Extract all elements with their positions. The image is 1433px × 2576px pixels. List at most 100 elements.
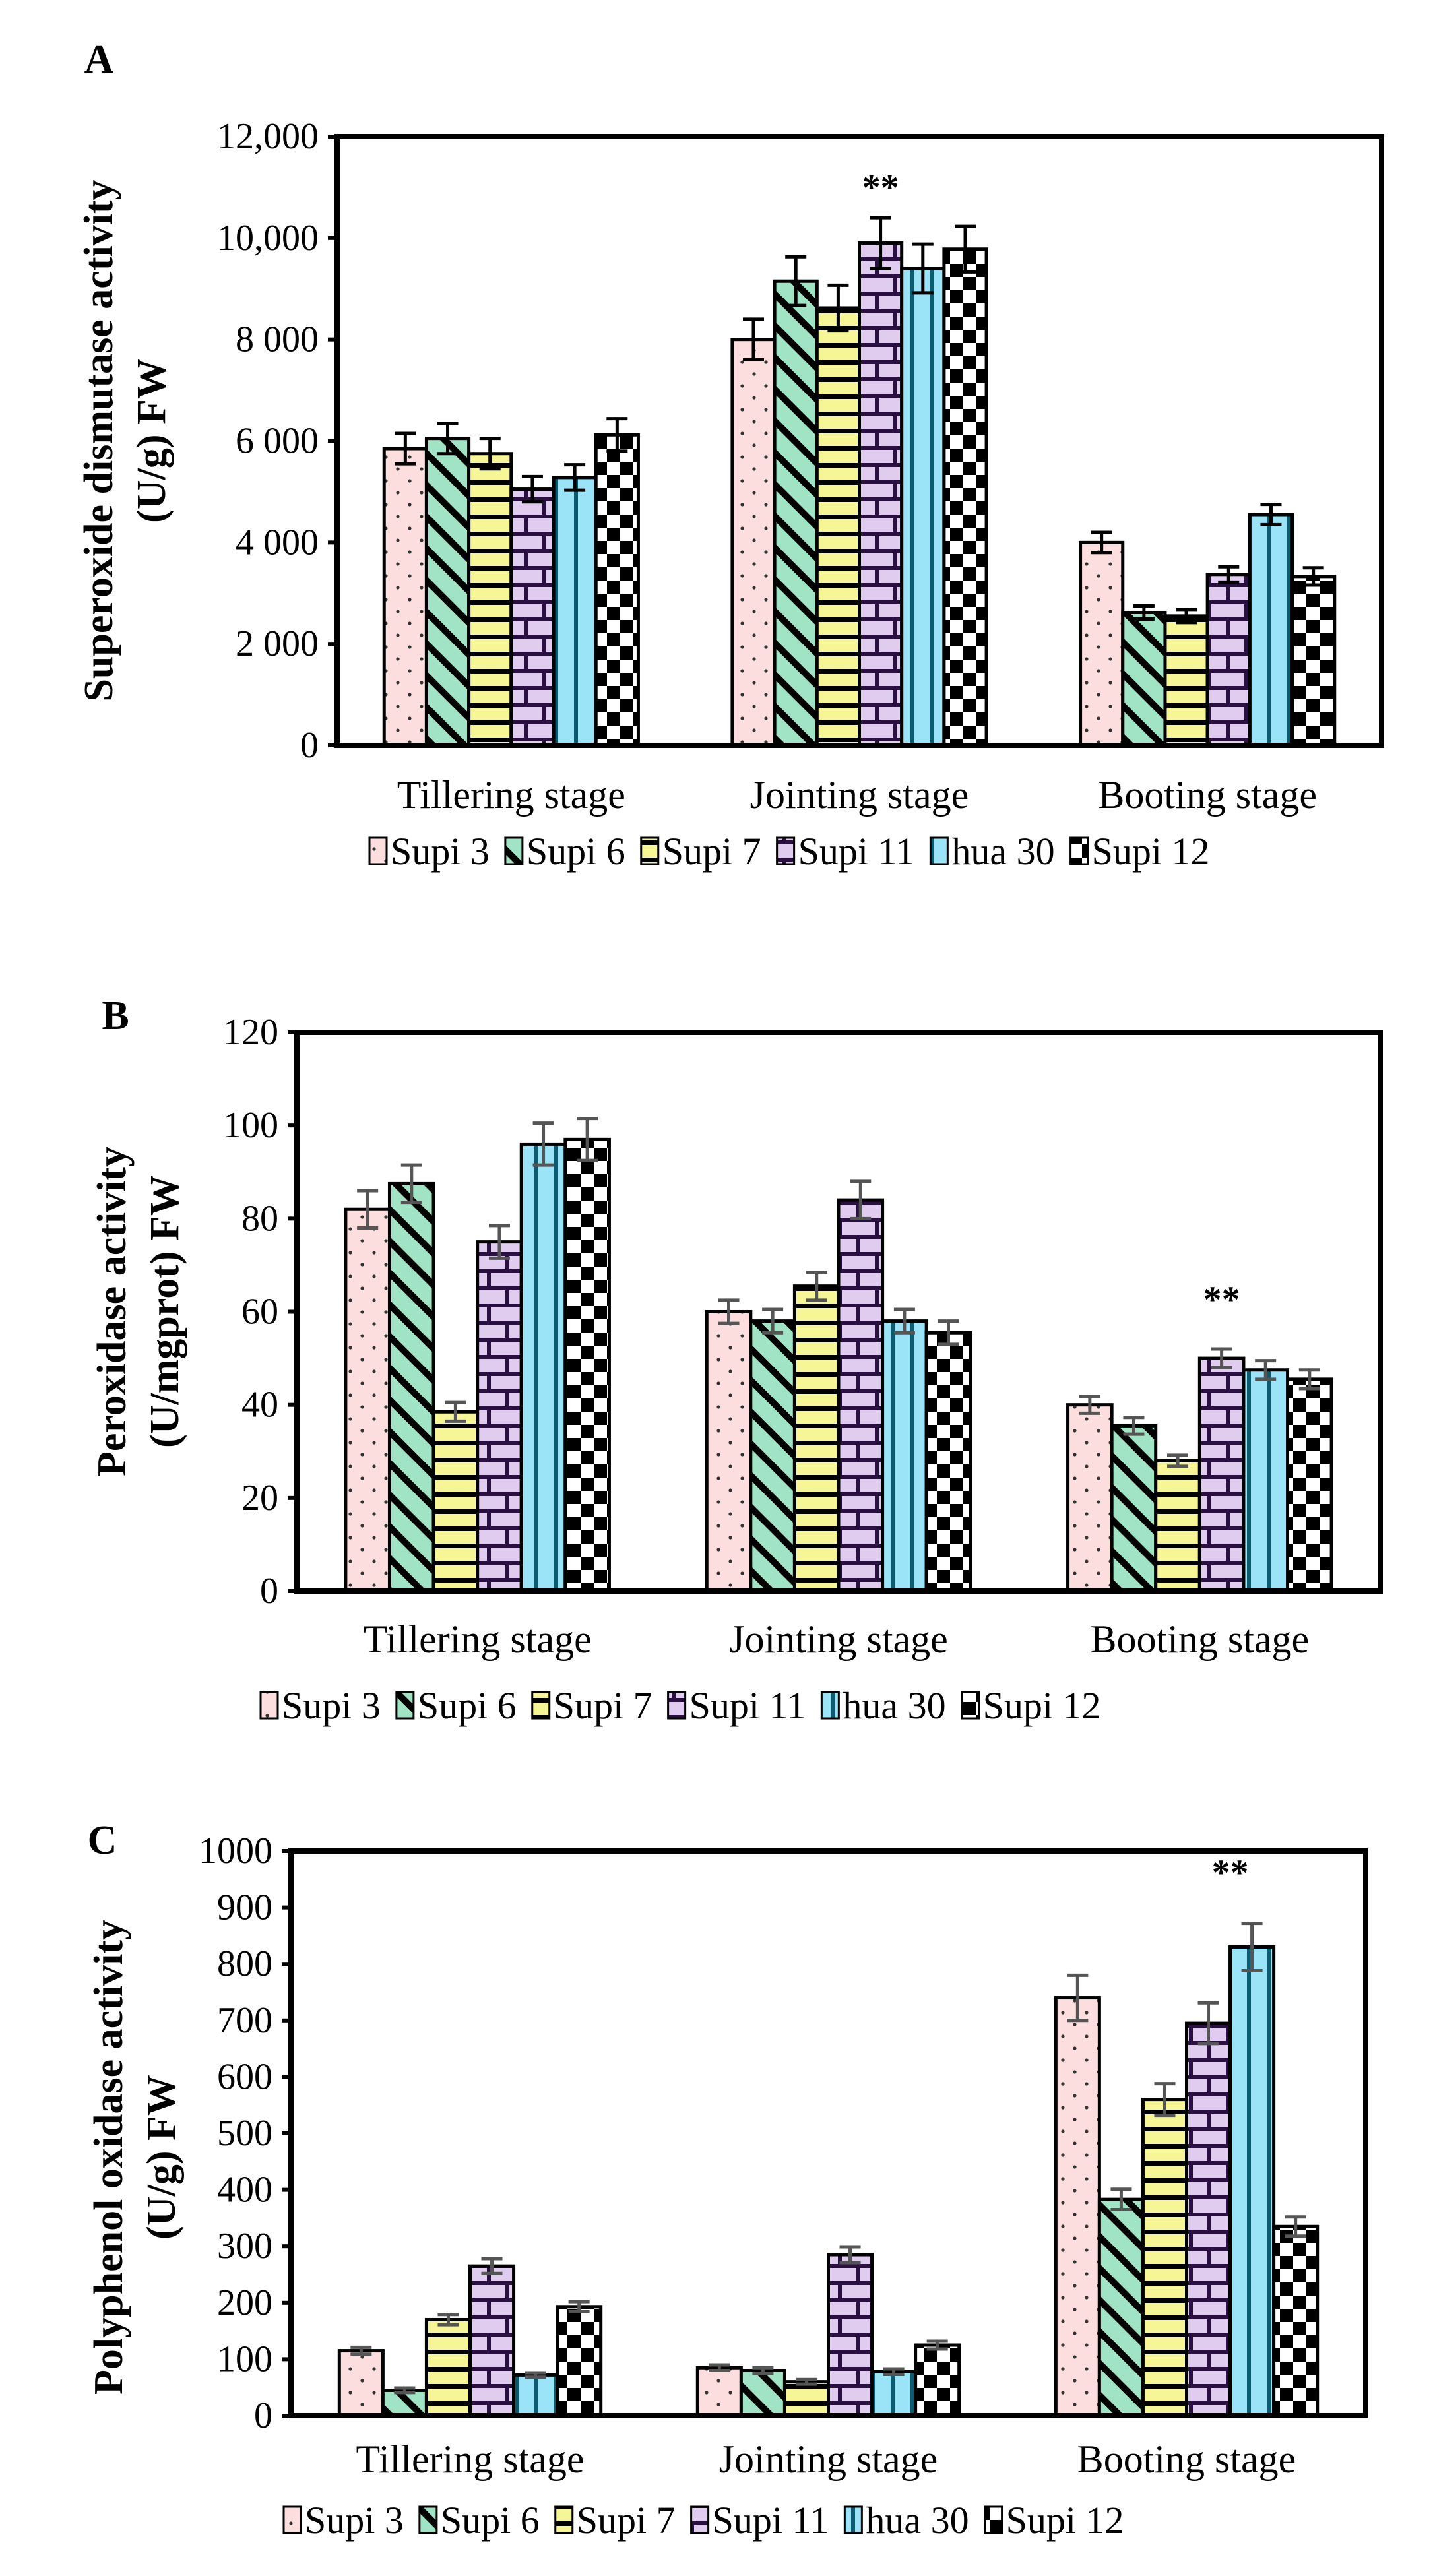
y-tick-label: 500: [217, 2113, 272, 2154]
legend-item: Supi 6: [418, 2499, 540, 2542]
legend-label: Supi 6: [526, 830, 625, 873]
bar-supi-11: [509, 487, 556, 747]
y-tick-label: 100: [217, 2339, 272, 2379]
bar-supi-11: [468, 2264, 516, 2418]
x-tick-label: Jointing stage: [729, 1618, 948, 1661]
error-bar: [870, 216, 891, 270]
bar-supi-6: [773, 279, 819, 747]
error-bar: [752, 2366, 774, 2375]
legend-label: Supi 3: [282, 1684, 381, 1727]
y-tick-label: 60: [241, 1292, 278, 1333]
legend-label: Supi 7: [662, 830, 761, 873]
y-tick-label: 300: [217, 2226, 272, 2267]
y-tick-label: 1000: [199, 1831, 272, 1871]
legend-label: Supi 6: [441, 2499, 540, 2542]
legend-item: Supi 7: [531, 1684, 653, 1727]
error-bar: [785, 255, 807, 307]
y-tick-label: 700: [217, 2000, 272, 2041]
error-bar: [1067, 1973, 1089, 2023]
y-tick-label: 0: [260, 1571, 278, 1612]
x-tick-label: Tillering stage: [356, 2437, 584, 2481]
legend-item: Supi 7: [640, 830, 761, 873]
error-bar: [709, 2363, 730, 2373]
legend-item: hua 30: [820, 1684, 946, 1727]
error-bar: [762, 1307, 784, 1335]
bar-hua-30: [519, 1142, 567, 1593]
error-bar: [1298, 1368, 1320, 1391]
bar-hua-30: [1248, 513, 1294, 747]
significance-marker: **: [1203, 1280, 1240, 1321]
error-bar: [1079, 1395, 1100, 1415]
bar-supi-11: [1185, 2021, 1232, 2418]
legend-label: hua 30: [951, 830, 1054, 873]
bar-supi-7: [1154, 1459, 1201, 1593]
y-tick-label: 6 000: [236, 421, 319, 462]
legend-item: Supi 6: [395, 1684, 517, 1727]
error-bar: [1176, 608, 1197, 625]
error-bar: [1218, 565, 1240, 584]
x-tick-label: Booting stage: [1091, 1618, 1310, 1661]
plot-frame: [334, 134, 1384, 748]
bar-supi-6: [739, 2369, 786, 2418]
y-axis-title: (U/mgprot) FW: [143, 1175, 187, 1448]
y-axis-title: Peroxidase activity: [90, 1147, 135, 1476]
legend-swatch: [418, 2505, 438, 2534]
error-bar: [796, 2377, 817, 2386]
bar-supi-12: [1272, 2224, 1320, 2418]
x-tick-label: Booting stage: [1098, 773, 1317, 817]
legend-item: Supi 7: [554, 2499, 676, 2542]
y-tick-label: 80: [241, 1198, 278, 1239]
error-bar: [400, 1163, 422, 1205]
legend-swatch: [776, 836, 796, 865]
legend-swatch: [640, 836, 660, 865]
bar-supi-6: [387, 1181, 435, 1593]
error-bar: [564, 463, 586, 492]
error-bar: [521, 474, 543, 504]
bar-supi-3: [1079, 540, 1125, 747]
bar-supi-6: [1097, 2197, 1145, 2418]
bar-supi-12: [942, 247, 988, 747]
error-bar: [532, 1121, 554, 1167]
error-bar: [568, 2300, 590, 2313]
error-bar: [437, 422, 459, 456]
error-bar: [955, 224, 976, 274]
error-bar: [488, 1224, 510, 1260]
legend-item: Supi 12: [984, 2499, 1124, 2542]
legend-swatch: [1069, 836, 1089, 865]
panel-label: A: [84, 37, 114, 82]
legend-swatch: [259, 1691, 279, 1720]
x-tick-label: Jointing stage: [719, 2437, 938, 2481]
error-bar: [718, 1298, 740, 1325]
bar-supi-11: [827, 2253, 874, 2418]
panel-label: C: [88, 1818, 117, 1863]
error-bar: [1197, 2001, 1219, 2046]
error-bar: [883, 2367, 905, 2377]
bar-supi-3: [695, 2366, 743, 2418]
bar-hua-30: [1228, 1945, 1276, 2418]
error-bar: [357, 1189, 379, 1230]
bar-supi-7: [815, 306, 861, 747]
error-bar: [1123, 1416, 1145, 1436]
legend-label: Supi 11: [798, 830, 915, 873]
error-bar: [395, 431, 416, 466]
legend-item: hua 30: [929, 830, 1055, 873]
error-bar: [1167, 1453, 1189, 1468]
legend-item: Supi 3: [259, 1684, 381, 1727]
legend-label: Supi 3: [391, 830, 490, 873]
bar-supi-11: [837, 1198, 885, 1593]
y-axis-title: (U/g) FW: [129, 358, 174, 523]
legend-label: Supi 12: [1092, 830, 1210, 873]
error-bar: [525, 2371, 546, 2379]
bar-supi-7: [782, 2380, 831, 2418]
bar-supi-7: [1163, 614, 1209, 747]
legend-swatch: [690, 2505, 710, 2534]
legend-label: Supi 11: [689, 1684, 806, 1727]
legend-item: Supi 11: [690, 2499, 829, 2542]
bar-supi-11: [858, 241, 904, 747]
legend-swatch: [984, 2505, 1003, 2534]
bar-supi-11: [476, 1240, 523, 1593]
legend-item: Supi 3: [282, 2499, 404, 2542]
bar-hua-30: [870, 2370, 918, 2418]
plot-frame: [288, 1848, 1368, 2418]
